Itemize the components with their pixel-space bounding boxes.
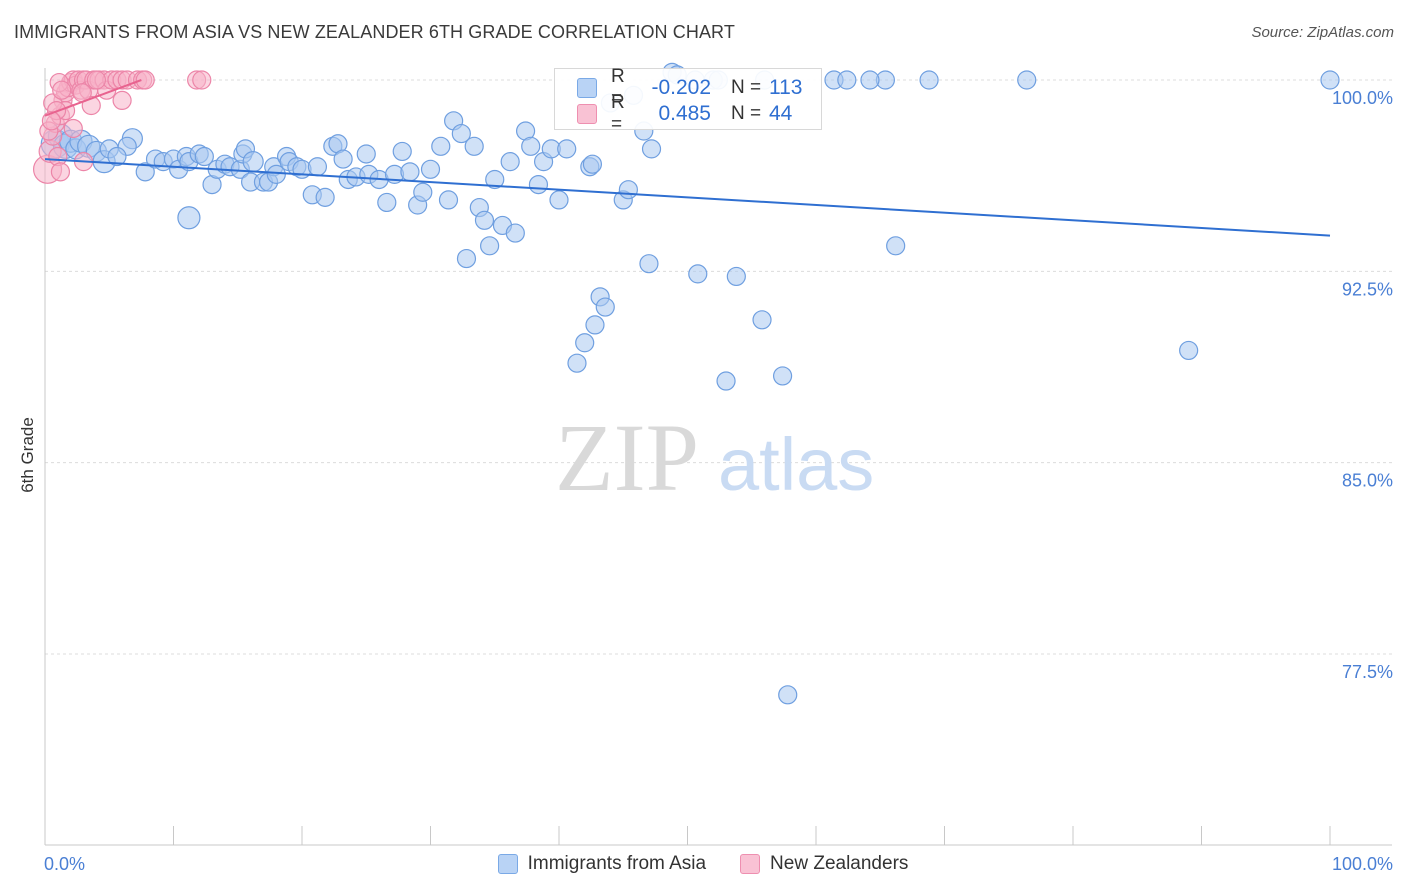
stats-swatch-blue: [577, 78, 597, 98]
y-tick-label-0: 100.0%: [1332, 88, 1393, 108]
point-blue-100: [752, 310, 772, 330]
point-blue-86: [618, 180, 638, 200]
trend-lines: [44, 79, 1331, 237]
point-blue-58: [431, 136, 451, 156]
stats-swatch-pink: [577, 104, 597, 124]
point-blue-63: [464, 136, 484, 156]
stats-row-blue: R = -0.202 N = 113: [577, 66, 809, 109]
legend-item-pink[interactable]: New Zealanders: [740, 853, 908, 875]
point-blue-99: [726, 266, 746, 287]
tick-labels: 100.0% 92.5% 85.0% 77.5% 0.0% 100.0%: [44, 88, 1393, 874]
point-pink-41: [41, 111, 62, 131]
point-blue-31: [242, 151, 264, 173]
r-label-pink: R =: [611, 92, 625, 135]
point-pink-27: [135, 70, 155, 90]
x-tick-label-1: 100.0%: [1332, 854, 1393, 874]
n-value-blue: 113: [769, 76, 803, 99]
point-blue-19: [177, 206, 201, 230]
n-label-blue: N =: [731, 77, 762, 98]
point-blue-111: [860, 70, 880, 90]
point-blue-41: [307, 157, 328, 177]
point-blue-57: [420, 159, 441, 179]
point-pink-32: [63, 118, 83, 139]
point-blue-12: [107, 146, 127, 167]
r-value-pink: 0.485: [658, 102, 711, 125]
point-blue-53: [392, 141, 412, 162]
legend-label-pink: New Zealanders: [770, 853, 909, 874]
point-blue-42: [315, 187, 335, 207]
legend-swatch-pink: [740, 854, 761, 874]
stats-row-pink: R = 0.485 N = 44: [577, 92, 809, 135]
point-blue-106: [886, 236, 906, 256]
point-blue-73: [528, 174, 549, 195]
y-tick-label-2: 85.0%: [1342, 471, 1393, 491]
point-blue-56: [413, 182, 433, 202]
point-pink-29: [192, 70, 212, 90]
point-blue-69: [500, 152, 520, 172]
point-blue-48: [356, 144, 376, 164]
trend-line-pink: [44, 79, 142, 117]
point-blue-109: [1179, 340, 1199, 361]
n-value-pink: 44: [769, 102, 793, 125]
point-blue-54: [400, 162, 420, 182]
point-blue-59: [438, 190, 459, 210]
x-tick-label-0: 0.0%: [44, 854, 85, 874]
point-blue-45: [333, 149, 353, 169]
point-blue-66: [480, 236, 500, 256]
point-blue-108: [1017, 70, 1037, 90]
y-tick-label-3: 77.5%: [1342, 662, 1393, 682]
point-blue-65: [474, 210, 495, 230]
point-blue-98: [716, 371, 736, 391]
chart-title: IMMIGRANTS FROM ASIA VS NEW ZEALANDER 6T…: [14, 22, 735, 42]
point-pink-42: [52, 80, 72, 100]
point-blue-88: [641, 139, 662, 159]
point-blue-51: [377, 192, 397, 213]
y-tick-label-1: 92.5%: [1342, 279, 1393, 299]
trend-line-blue: [44, 158, 1331, 237]
axes: [44, 68, 1392, 846]
point-blue-107: [919, 70, 939, 90]
point-blue-110: [1320, 70, 1340, 90]
legend-item-blue[interactable]: Immigrants from Asia: [497, 853, 707, 875]
point-blue-104: [837, 70, 857, 90]
point-blue-101: [772, 366, 793, 386]
point-blue-79: [582, 154, 603, 174]
point-blue-102: [778, 685, 798, 705]
legend-swatch-blue: [497, 854, 518, 874]
point-blue-96: [688, 264, 708, 284]
watermark-zip: ZIP: [555, 404, 699, 511]
point-blue-84: [595, 297, 615, 317]
point-blue-81: [575, 333, 595, 353]
r-label-blue: R =: [611, 66, 625, 109]
point-blue-61: [451, 123, 471, 144]
point-blue-80: [567, 353, 587, 373]
point-blue-76: [549, 190, 569, 210]
legend-label-blue: Immigrants from Asia: [527, 853, 707, 874]
point-pink-39: [112, 90, 132, 111]
point-blue-62: [456, 248, 477, 269]
y-axis-label: 6th Grade: [18, 417, 37, 493]
point-blue-13: [135, 162, 155, 182]
stats-box: R = -0.202 N = 113 R = 0.485 N = 44: [554, 66, 822, 135]
point-pink-30: [50, 162, 71, 182]
point-blue-22: [194, 146, 214, 167]
source-label: Source: ZipAtlas.com: [1251, 24, 1394, 41]
point-blue-77: [557, 139, 577, 159]
point-blue-70: [505, 223, 525, 243]
scatter-points: [32, 62, 1340, 705]
legend: Immigrants from Asia New Zealanders: [0, 850, 1406, 878]
point-blue-82: [585, 315, 605, 335]
watermark-atlas: atlas: [718, 423, 874, 506]
point-pink-43: [86, 70, 107, 90]
point-blue-89: [639, 254, 659, 274]
r-value-blue: -0.202: [651, 76, 711, 99]
n-label-pink: N =: [731, 103, 762, 124]
point-blue-67: [485, 169, 505, 190]
point-blue-72: [521, 136, 541, 156]
